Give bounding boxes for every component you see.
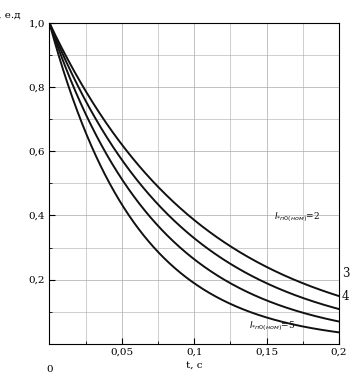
Text: 4: 4 <box>342 290 349 303</box>
Text: $I_{*п0(ном)}$=5: $I_{*п0(ном)}$=5 <box>249 319 295 333</box>
Y-axis label: γ, е.д: γ, е.д <box>0 11 20 20</box>
X-axis label: t, c: t, c <box>186 361 202 370</box>
Text: 3: 3 <box>342 267 349 280</box>
Text: $I_{*п0(ном)}$=2: $I_{*п0(ном)}$=2 <box>274 210 320 224</box>
Text: 0: 0 <box>46 365 53 374</box>
